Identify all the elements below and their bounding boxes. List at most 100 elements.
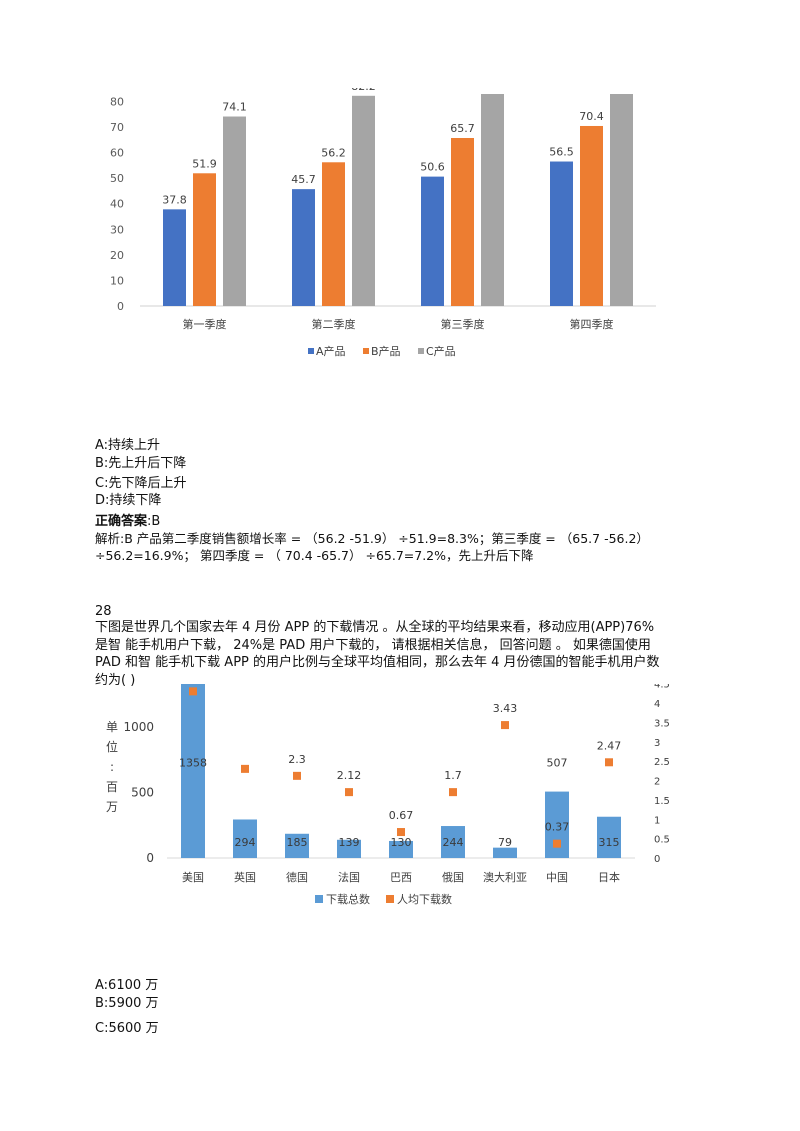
- legend-label: B产品: [371, 344, 401, 358]
- bar-downloads: [597, 816, 621, 858]
- q28-number: 28: [95, 604, 112, 619]
- right-tick-label: 2.5: [654, 757, 670, 768]
- data-label: 45.7: [291, 173, 316, 186]
- q27-option-d: D:持续下降: [95, 493, 162, 508]
- y-tick-label: 60: [110, 147, 124, 160]
- bar-downloads: [337, 839, 361, 858]
- bar-B产品: [193, 173, 216, 306]
- bar-B产品: [322, 162, 345, 306]
- legend-swatch: [418, 348, 424, 354]
- per-capita-marker: [293, 771, 301, 780]
- q28-question: 下图是世界几个国家去年 4 月份 APP 的下载情况 。从全球的平均结果来看，移…: [95, 619, 715, 689]
- per-capita-marker: [241, 764, 249, 773]
- category-label: 第四季度: [570, 317, 614, 331]
- bar-value-label: 139: [339, 836, 360, 849]
- bar-downloads: [389, 840, 413, 858]
- right-tick-label: 1: [654, 815, 660, 826]
- bar-value-label: 244: [443, 836, 464, 849]
- q28-question-line: 是智 能手机用户下载， 24%是 PAD 用户下载的， 请根据相关信息， 回答问…: [95, 637, 651, 653]
- q27-explanation-line1: 解析:B 产品第二季度销售额增长率 = （56.2 -51.9） ÷51.9=8…: [95, 531, 649, 546]
- category-label: 澳大利亚: [483, 870, 527, 884]
- y-tick-label: 70: [110, 121, 124, 134]
- per-capita-marker: [189, 687, 197, 696]
- bar-downloads: [493, 847, 517, 858]
- data-label: 51.9: [192, 157, 217, 170]
- right-tick-label: 4: [654, 699, 660, 710]
- category-label: 德国: [286, 870, 308, 884]
- q28-option-c: C:5600 万: [95, 1021, 159, 1036]
- data-label: 50.6: [420, 161, 445, 174]
- category-label: 第二季度: [312, 317, 356, 331]
- point-value-label: 0.67: [389, 809, 414, 822]
- y-axis-title-char: 万: [106, 800, 118, 814]
- category-label: 英国: [234, 870, 256, 884]
- q28-option-a: A:6100 万: [95, 978, 159, 993]
- bar-downloads: [441, 826, 465, 858]
- q27-answer: 正确答案:B: [95, 513, 160, 530]
- q27-option-a: A:持续上升: [95, 438, 161, 453]
- app-download-chart: 单位: 百万 0 500 1000 0 0.5 1 1.5 2 2.5 3 3.5 4 4.5 1358 美国 2…: [106, 684, 670, 906]
- category-label: 俄国: [442, 871, 464, 884]
- per-capita-marker: [449, 788, 457, 797]
- bar-value-label: 507: [547, 756, 568, 769]
- bar-B产品: [580, 125, 603, 306]
- q27-option-c: C:先下降后上升: [95, 476, 187, 491]
- y-axis-title-char: 百: [106, 780, 118, 794]
- bar-A产品: [292, 189, 315, 306]
- point-value-label: 2.47: [597, 739, 622, 752]
- legend-swatch: [386, 895, 394, 903]
- left-tick-label: 0: [146, 851, 154, 865]
- point-value-label: 1.7: [444, 769, 462, 782]
- right-tick-label: 0.5: [654, 835, 670, 846]
- y-axis-title-char: :: [110, 760, 114, 774]
- answer-value: :B: [147, 514, 161, 529]
- per-capita-marker: [501, 721, 509, 730]
- bar-A产品: [421, 176, 444, 306]
- q28-option-b: B:5900 万: [95, 996, 159, 1011]
- y-tick-label: 0: [117, 300, 124, 313]
- per-capita-marker: [397, 828, 405, 837]
- answer-label: 正确答案: [95, 514, 148, 529]
- bar-C产品: [223, 116, 246, 306]
- legend-swatch: [315, 895, 323, 903]
- point-value-label: 2.12: [337, 769, 362, 782]
- bar-C产品: [610, 94, 633, 306]
- legend-label: C产品: [426, 344, 456, 358]
- right-tick-label: 3: [654, 738, 660, 749]
- legend-swatch: [308, 348, 314, 354]
- per-capita-marker: [345, 788, 353, 797]
- bar-A产品: [163, 209, 186, 306]
- data-label: 82.2: [351, 88, 376, 93]
- bar-value-label: 1358: [179, 756, 207, 769]
- q27-explanation-line2: ÷56.2=16.9%； 第四季度 = （ 70.4 -65.7） ÷65.7=…: [95, 548, 534, 563]
- bar-value-label: 79: [498, 836, 512, 849]
- right-tick-label: 1.5: [654, 796, 670, 807]
- bar-downloads: [285, 833, 309, 858]
- category-label: 第一季度: [183, 317, 227, 331]
- bar-downloads: [233, 819, 257, 858]
- per-capita-marker: [605, 758, 613, 767]
- y-tick-label: 40: [110, 198, 124, 211]
- point-value-label: 2.3: [288, 753, 306, 766]
- right-tick-label: 2: [654, 777, 660, 788]
- legend-swatch: [363, 348, 369, 354]
- category-label: 中国: [546, 871, 568, 884]
- bar-value-label: 294: [235, 836, 256, 849]
- right-tick-label: 4.5: [654, 684, 670, 691]
- data-label: 56.2: [321, 146, 346, 159]
- category-label: 日本: [598, 870, 620, 884]
- y-axis-title-char: 位: [106, 739, 118, 754]
- y-tick-label: 30: [110, 223, 124, 236]
- bar-downloads: [181, 684, 205, 858]
- point-value-label: 0.37: [545, 821, 570, 834]
- data-label: 65.7: [450, 122, 475, 135]
- point-value-label: 3.43: [493, 702, 518, 715]
- q28-question-line: PAD 和智 能手机下载 APP 的用户比例与全球平均值相同，那么去年 4 月份…: [95, 655, 660, 670]
- data-label: 37.8: [162, 193, 187, 206]
- y-tick-label: 80: [110, 95, 124, 108]
- bar-C产品: [481, 94, 504, 306]
- y-axis-title-char: 单: [106, 720, 118, 734]
- q27-option-b: B:先上升后下降: [95, 456, 187, 471]
- legend-label: 下载总数: [326, 892, 370, 906]
- category-label: 巴西: [390, 871, 412, 884]
